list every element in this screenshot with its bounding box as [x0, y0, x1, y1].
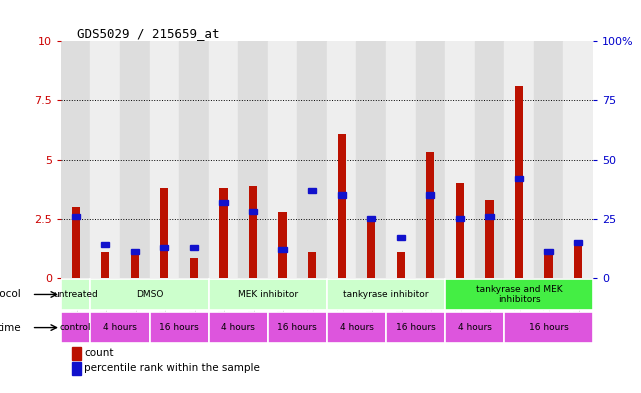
Text: GDS5029 / 215659_at: GDS5029 / 215659_at: [77, 27, 219, 40]
Bar: [249, 209, 257, 214]
Bar: [504, 41, 534, 278]
Bar: [131, 254, 139, 278]
Bar: [544, 250, 553, 278]
Bar: [308, 252, 316, 278]
Bar: [209, 41, 238, 278]
Bar: [504, 312, 593, 343]
Bar: [327, 312, 386, 343]
Bar: [90, 41, 120, 278]
Bar: [72, 362, 81, 375]
Bar: [397, 235, 405, 240]
Bar: [386, 41, 415, 278]
Bar: [61, 279, 90, 310]
Bar: [445, 279, 593, 310]
Bar: [238, 41, 268, 278]
Bar: [90, 279, 209, 310]
Bar: [397, 252, 405, 278]
Bar: [356, 41, 386, 278]
Bar: [61, 41, 90, 278]
Bar: [190, 244, 198, 250]
Bar: [475, 41, 504, 278]
Bar: [72, 347, 81, 360]
Text: 16 hours: 16 hours: [159, 323, 199, 332]
Text: 4 hours: 4 hours: [103, 323, 137, 332]
Text: 16 hours: 16 hours: [529, 323, 569, 332]
Text: count: count: [85, 349, 114, 358]
Text: percentile rank within the sample: percentile rank within the sample: [85, 363, 260, 373]
Bar: [297, 41, 327, 278]
Text: 4 hours: 4 hours: [221, 323, 255, 332]
Bar: [219, 188, 228, 278]
Text: 16 hours: 16 hours: [395, 323, 435, 332]
Bar: [574, 242, 582, 278]
Text: 4 hours: 4 hours: [340, 323, 374, 332]
Bar: [61, 312, 90, 343]
Text: tankyrase and MEK
inhibitors: tankyrase and MEK inhibitors: [476, 285, 562, 304]
Text: DMSO: DMSO: [136, 290, 163, 299]
Bar: [367, 216, 376, 221]
Bar: [219, 200, 228, 205]
Bar: [278, 247, 287, 252]
Text: untreated: untreated: [53, 290, 98, 299]
Bar: [515, 176, 523, 181]
Bar: [179, 41, 209, 278]
Bar: [149, 312, 209, 343]
Bar: [101, 242, 110, 247]
Bar: [485, 214, 494, 219]
Bar: [190, 258, 198, 278]
Bar: [426, 152, 435, 278]
Bar: [338, 193, 346, 198]
Bar: [426, 193, 435, 198]
Bar: [338, 134, 346, 278]
Bar: [386, 312, 445, 343]
Bar: [574, 240, 582, 245]
Bar: [249, 185, 257, 278]
Bar: [367, 219, 376, 278]
Bar: [131, 249, 139, 255]
Text: time: time: [0, 323, 21, 332]
Text: tankyrase inhibitor: tankyrase inhibitor: [344, 290, 429, 299]
Text: 4 hours: 4 hours: [458, 323, 492, 332]
Bar: [563, 41, 593, 278]
Bar: [515, 86, 523, 278]
Bar: [456, 183, 464, 278]
Bar: [120, 41, 149, 278]
Bar: [534, 41, 563, 278]
Bar: [268, 312, 327, 343]
Bar: [149, 41, 179, 278]
Text: control: control: [60, 323, 92, 332]
Text: MEK inhibitor: MEK inhibitor: [238, 290, 298, 299]
Bar: [415, 41, 445, 278]
Bar: [90, 312, 149, 343]
Bar: [308, 188, 316, 193]
Bar: [445, 41, 475, 278]
Text: 16 hours: 16 hours: [278, 323, 317, 332]
Bar: [160, 244, 169, 250]
Bar: [456, 216, 464, 221]
Text: protocol: protocol: [0, 290, 21, 299]
Bar: [278, 212, 287, 278]
Bar: [72, 207, 80, 278]
Bar: [445, 312, 504, 343]
Bar: [101, 252, 110, 278]
Bar: [268, 41, 297, 278]
Bar: [327, 279, 445, 310]
Bar: [209, 279, 327, 310]
Bar: [209, 312, 268, 343]
Bar: [544, 249, 553, 255]
Bar: [327, 41, 356, 278]
Bar: [72, 214, 80, 219]
Bar: [160, 188, 169, 278]
Bar: [485, 200, 494, 278]
